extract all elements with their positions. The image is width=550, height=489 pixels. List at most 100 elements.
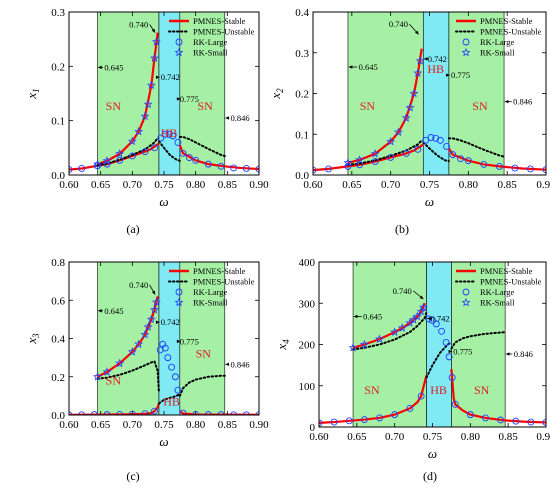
annotation-label-2: 0.742 <box>431 314 450 324</box>
y-axis-label-subscript: 4 <box>281 339 291 344</box>
legend-label-0: PMNES-Stable <box>193 266 246 276</box>
region-label-2: SN <box>197 99 213 113</box>
series-unstable-0 <box>96 137 159 167</box>
panel-caption: (b) <box>395 222 409 236</box>
annotation-arrowhead-0 <box>151 28 156 33</box>
legend-label-3: RK-Small <box>480 48 515 58</box>
series-unstable-0 <box>346 139 423 166</box>
y-tick-label-1: 0.1 <box>295 129 309 141</box>
region-sn-2 <box>179 261 226 416</box>
legend-label-2: RK-Large <box>193 287 228 297</box>
annotation-arrowhead-0 <box>419 295 424 300</box>
rk-large-point-7 <box>417 392 425 400</box>
annotation-label-3: 0.775 <box>451 70 470 80</box>
rk-large-point-1 <box>325 165 332 173</box>
rk-small-point-5 <box>140 330 150 339</box>
rk-large-point-15 <box>464 157 472 165</box>
rk-small-point-7 <box>146 314 156 324</box>
y-axis-label-base: x <box>24 93 39 100</box>
rk-large-point-19 <box>242 165 250 172</box>
region-label-0: SN <box>106 99 122 113</box>
annotation-label-0: 0.740 <box>129 280 148 290</box>
rk-large-point-4 <box>371 158 379 166</box>
rk-large-point-16 <box>466 411 474 419</box>
rk-small-point-6 <box>405 103 415 112</box>
x-tick-label-0: 0.60 <box>303 179 323 191</box>
series-stable-lower-right <box>447 147 546 171</box>
rk-large-point-12 <box>168 363 176 371</box>
y-tick-label-1: 0.1 <box>51 116 65 128</box>
rk-large-point-18 <box>497 416 505 424</box>
series-unstable-0 <box>352 311 428 351</box>
rk-large-point-13 <box>449 151 457 159</box>
x-tick-label-0: 0.60 <box>59 179 79 191</box>
rk-small-point-2 <box>375 334 384 343</box>
rk-small-point-0 <box>93 159 102 168</box>
legend-swatch-rk-large <box>175 38 183 46</box>
rk-small-point-5 <box>140 111 150 121</box>
rk-small-point-0 <box>343 158 353 167</box>
rk-large-point-13 <box>171 373 179 381</box>
rk-large-point-4 <box>116 156 124 164</box>
rk-large-point-20 <box>527 418 535 426</box>
legend: PMNES-StablePMNES-UnstableRK-LargeRK-Sma… <box>455 16 542 58</box>
y-axis-label-base: x <box>24 338 39 345</box>
rk-large-point-6 <box>141 148 149 156</box>
rk-large-point-7 <box>151 407 158 415</box>
region-hb-1 <box>158 11 181 176</box>
region-label-0: SN <box>360 99 376 113</box>
annotation-arrowhead-1 <box>348 65 353 69</box>
rk-small-point-4 <box>394 127 403 136</box>
rk-large-point-14 <box>448 374 456 381</box>
rk-small-point-3 <box>386 136 396 146</box>
rk-large-point-12 <box>443 143 451 150</box>
rk-small-point-8 <box>416 306 426 316</box>
rk-large-point-5 <box>387 154 395 161</box>
rk-large-point-13 <box>445 353 453 361</box>
region-hb-1 <box>158 261 181 416</box>
rk-large-point-19 <box>527 165 534 173</box>
legend-label-1: PMNES-Unstable <box>480 277 542 287</box>
x-tick-label-3: 0.75 <box>423 431 443 443</box>
annotation-label-2: 0.742 <box>161 72 180 82</box>
rk-large-point-12 <box>174 138 182 146</box>
x-tick-label-2: 0.70 <box>381 179 401 191</box>
annotation-label-1: 0.645 <box>104 62 123 72</box>
x-tick-label-2: 0.70 <box>123 419 143 431</box>
panel-caption: (a) <box>126 222 139 236</box>
y-tick-label-4: 0.4 <box>295 7 309 19</box>
rk-large-point-0 <box>69 166 73 174</box>
y-axis-label: x4 <box>274 339 291 351</box>
rk-large-point-6 <box>406 404 414 412</box>
region-label-1: HB <box>430 383 447 397</box>
plot-area <box>69 32 259 174</box>
annotation-label-1: 0.645 <box>104 306 123 316</box>
y-axis-label-subscript: 2 <box>275 88 285 93</box>
region-label-2: SN <box>196 347 212 361</box>
rk-large-point-12 <box>442 338 450 346</box>
annotation-label-3: 0.775 <box>180 94 199 104</box>
series-unstable-1 <box>422 141 450 163</box>
legend-swatch-rk-large <box>462 288 470 296</box>
rk-small-point-1 <box>359 339 369 349</box>
rk-small-point-9 <box>151 297 161 306</box>
region-sn-2 <box>448 11 505 176</box>
rk-large-point-11 <box>164 354 172 362</box>
annotation-arrowhead-0 <box>414 30 419 35</box>
x-tick-label-1: 0.65 <box>347 431 367 443</box>
x-tick-label-1: 0.65 <box>342 179 362 191</box>
rk-large-point-10 <box>165 130 173 138</box>
rk-large-point-14 <box>185 154 193 162</box>
annotation-arrowhead-3 <box>446 73 450 77</box>
x-tick-label-6: 0.90 <box>536 179 550 191</box>
x-tick-label-2: 0.70 <box>385 431 405 443</box>
series-stable-lower-left <box>69 142 160 171</box>
series-unstable-1 <box>157 392 181 405</box>
rk-small-point-8 <box>150 305 159 314</box>
legend-swatch-rk-small <box>174 47 184 57</box>
region-label-1: HB <box>163 394 180 408</box>
rk-large-point-5 <box>391 411 399 419</box>
rk-large-point-14 <box>457 155 465 163</box>
panel-caption: (c) <box>126 469 139 483</box>
